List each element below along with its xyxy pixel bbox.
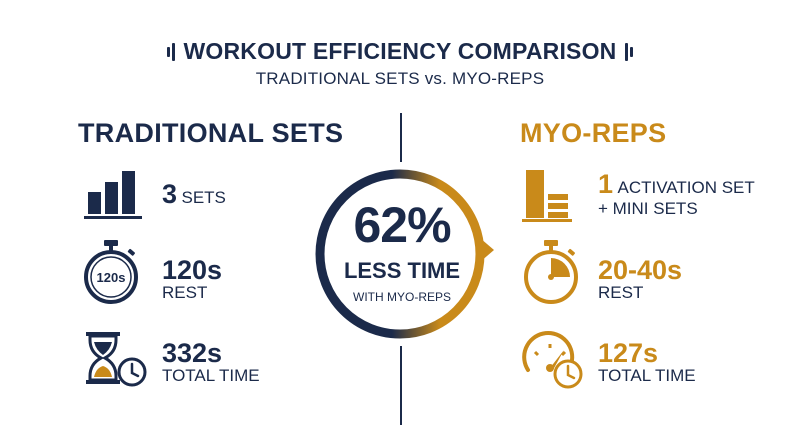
traditional-total-value: 332s bbox=[162, 338, 223, 368]
traditional-sets-label: SETS bbox=[181, 188, 226, 207]
myo-sets-value: 1 bbox=[598, 169, 614, 199]
speedometer-clock-icon bbox=[522, 331, 583, 389]
traditional-total-label: TOTAL TIME bbox=[162, 366, 260, 386]
traditional-heading: TRADITIONAL SETS bbox=[78, 118, 344, 148]
myo-total: 127s TOTAL TIME bbox=[598, 339, 696, 385]
myo-sets: 1 ACTIVATION SET + MINI SETS bbox=[598, 170, 755, 218]
myo-heading: MYO-REPS bbox=[520, 118, 667, 148]
traditional-rest-label: REST bbox=[162, 283, 208, 303]
bar-chart-icon bbox=[84, 171, 142, 219]
myo-rest: 20-40s REST bbox=[598, 256, 682, 302]
bars-right-icon bbox=[624, 42, 633, 62]
traditional-sets: 3 SETS bbox=[162, 180, 226, 208]
activation-blocks-icon bbox=[522, 170, 572, 222]
myo-total-label: TOTAL TIME bbox=[598, 366, 696, 386]
efficiency-line1: LESS TIME bbox=[343, 258, 461, 283]
page-subtitle: TRADITIONAL SETS vs. MYO-REPS bbox=[255, 69, 545, 88]
efficiency-ring bbox=[315, 169, 494, 339]
header: WORKOUT EFFICIENCY COMPARISON bbox=[0, 38, 800, 65]
stopwatch-text: 120s bbox=[97, 270, 126, 285]
divider-bottom bbox=[400, 346, 402, 425]
efficiency-percent: 62% bbox=[353, 197, 451, 253]
myo-sets-label2: + MINI SETS bbox=[598, 199, 698, 219]
traditional-total: 332s TOTAL TIME bbox=[162, 339, 260, 385]
myo-total-value: 127s bbox=[598, 338, 659, 368]
stopwatch-icon: 120s bbox=[84, 240, 138, 304]
efficiency-label: 62% LESS TIME WITH MYO-REPS bbox=[310, 162, 494, 346]
traditional-rest-value: 120s bbox=[162, 255, 223, 285]
traditional-sets-value: 3 bbox=[162, 179, 178, 209]
myo-rest-label: REST bbox=[598, 283, 644, 303]
divider-top bbox=[400, 113, 402, 162]
traditional-rest: 120s REST bbox=[162, 256, 222, 302]
page-title-text: WORKOUT EFFICIENCY COMPARISON bbox=[183, 38, 617, 64]
page-title: WORKOUT EFFICIENCY COMPARISON bbox=[167, 38, 633, 65]
myo-stopwatch-icon bbox=[524, 240, 578, 304]
hourglass-clock-icon bbox=[86, 332, 147, 387]
efficiency-line2: WITH MYO-REPS bbox=[353, 290, 451, 304]
arrow-pointer-icon bbox=[480, 238, 494, 262]
myo-sets-label: ACTIVATION SET bbox=[617, 178, 755, 197]
bars-left-icon bbox=[167, 42, 176, 62]
myo-rest-value: 20-40s bbox=[598, 255, 683, 285]
